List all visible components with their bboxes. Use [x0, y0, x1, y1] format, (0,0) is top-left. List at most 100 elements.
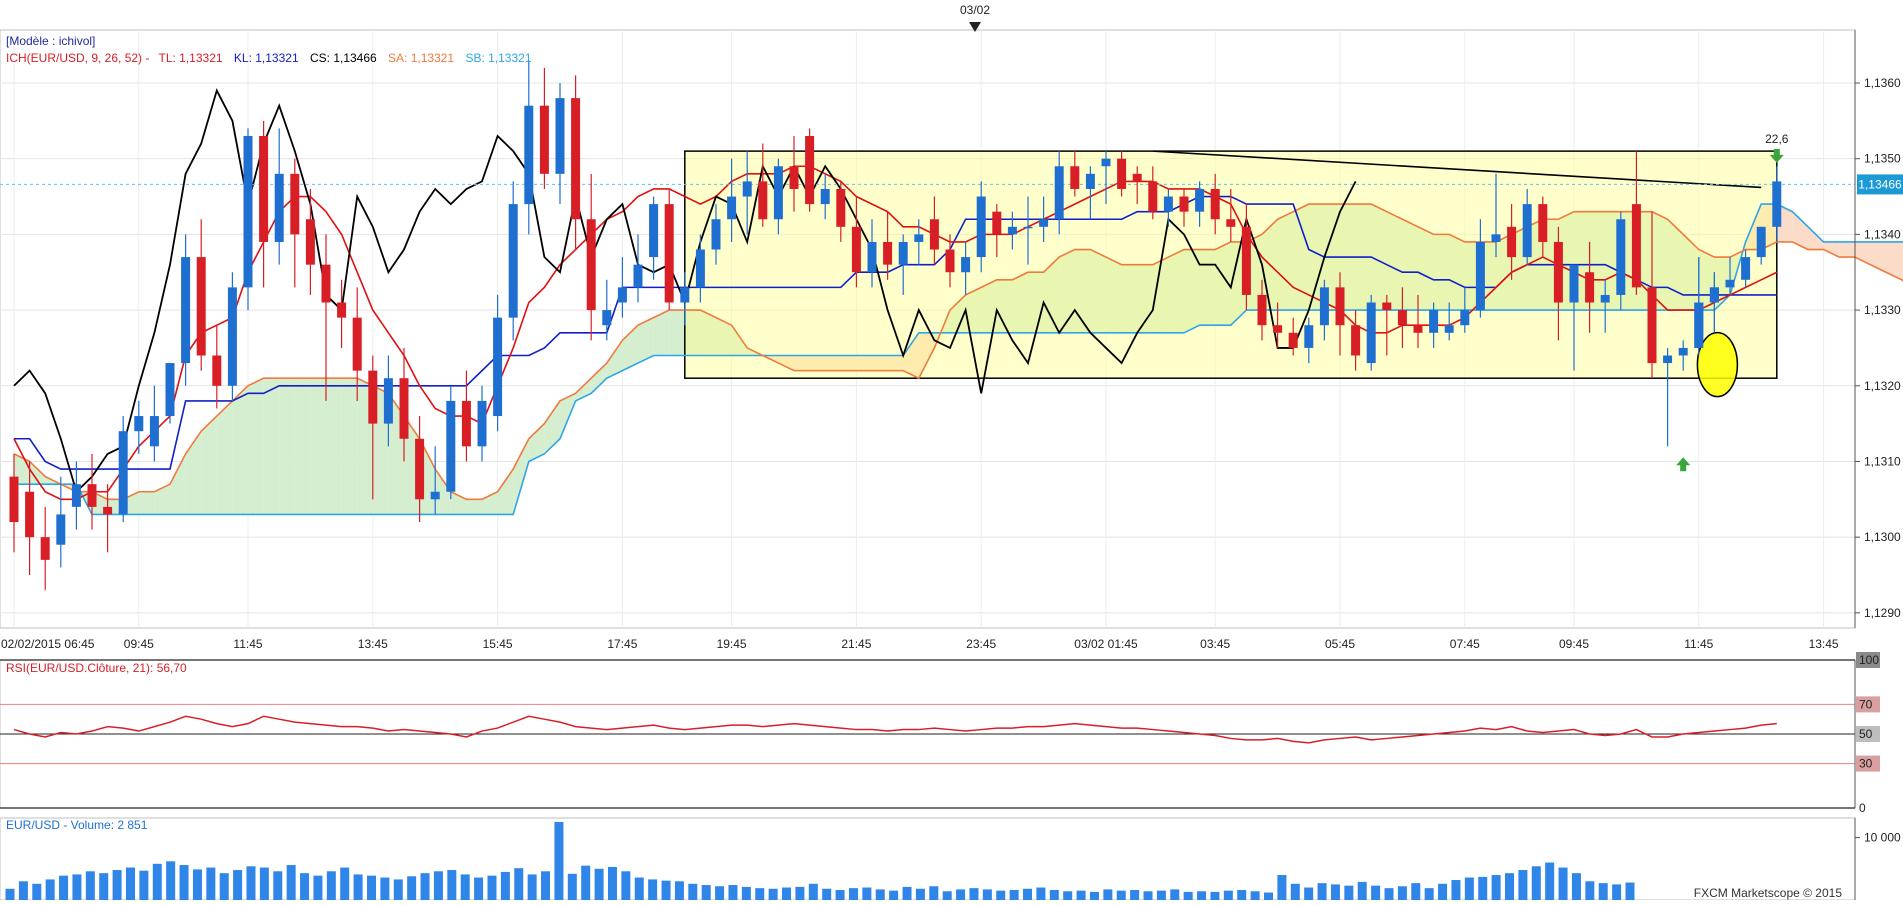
- cloud-segment: [170, 453, 186, 515]
- volume-bar: [822, 888, 832, 900]
- candle: [1007, 211, 1017, 250]
- cloud-segment: [1121, 264, 1138, 333]
- candle: [1195, 181, 1205, 227]
- candle: [134, 400, 144, 454]
- candle-body: [1460, 310, 1470, 326]
- candle-body: [1179, 196, 1189, 212]
- candle: [181, 234, 191, 386]
- candle: [1117, 151, 1127, 197]
- candle-body: [1491, 234, 1501, 242]
- x-tick-label: 09:45: [1559, 637, 1589, 651]
- volume-bar: [1371, 885, 1381, 900]
- volume-legend: EUR/USD - Volume: 2 851: [6, 818, 148, 832]
- candle-body: [25, 491, 35, 538]
- volume-bar: [715, 886, 725, 900]
- volume-bar: [1384, 888, 1394, 900]
- volume-bar: [1531, 866, 1541, 900]
- sa-legend: SA: 1,13321: [388, 51, 454, 65]
- volume-bar: [420, 873, 430, 900]
- candle-body: [976, 196, 986, 258]
- rsi-panel: 100 70 50 30 0: [0, 652, 1880, 816]
- candle: [1647, 211, 1657, 379]
- candle: [383, 355, 393, 447]
- cloud-segment: [731, 325, 748, 356]
- volume-bar: [433, 871, 443, 900]
- candle: [1288, 317, 1298, 356]
- volume-bar: [782, 887, 792, 900]
- candle: [1023, 196, 1033, 265]
- candle-body: [1725, 279, 1735, 288]
- candle-body: [40, 537, 50, 560]
- candle-body: [1585, 272, 1595, 303]
- candle-body: [1007, 226, 1017, 235]
- candle-body: [1023, 226, 1033, 229]
- volume-bar: [1183, 891, 1193, 900]
- x-tick-label: 03/02 01:45: [1074, 637, 1138, 651]
- volume-bar: [795, 886, 805, 900]
- candle-body: [337, 302, 347, 318]
- candle-body: [103, 506, 113, 515]
- cloud-segment: [1870, 241, 1886, 273]
- volume-bar: [1464, 877, 1474, 900]
- candle-body: [1101, 158, 1111, 167]
- candle-body: [1694, 302, 1704, 348]
- candle: [820, 173, 830, 220]
- candle-body: [961, 257, 971, 273]
- candle-body: [1741, 257, 1751, 280]
- cloud-segment: [1074, 249, 1091, 333]
- volume-bar: [99, 873, 109, 900]
- candle: [758, 143, 768, 227]
- volume-bar: [1505, 873, 1515, 900]
- candle-body: [1507, 226, 1517, 258]
- volume-bar: [621, 871, 631, 900]
- candle-body: [571, 98, 581, 220]
- volume-bar: [581, 865, 591, 900]
- model-label: [Modèle : ichivol]: [6, 34, 95, 48]
- candle: [555, 82, 565, 205]
- candle: [368, 355, 378, 500]
- volume-bar: [607, 866, 617, 900]
- volume-bar: [862, 887, 872, 900]
- candle: [836, 181, 846, 242]
- candlesticks: [9, 60, 1782, 591]
- candle: [40, 506, 50, 591]
- y-tick-label: 1,1350: [1864, 152, 1901, 166]
- candle-body: [992, 211, 1002, 235]
- cloud-segment: [606, 340, 623, 379]
- candle-body: [664, 204, 674, 303]
- volume-bar: [259, 867, 269, 900]
- candle: [196, 219, 206, 371]
- candle-body: [649, 204, 659, 258]
- candle-body: [1397, 310, 1407, 326]
- candle-body: [134, 416, 144, 432]
- axes: 1,1360 1,1350 1,1340 1,1330 1,1320 1,1310 1,13…: [1, 30, 1903, 651]
- volume-bar: [313, 875, 323, 900]
- candle: [1569, 264, 1579, 371]
- volume-bar: [1317, 883, 1327, 900]
- volume-bar: [192, 869, 202, 900]
- candle: [711, 204, 721, 265]
- candle: [695, 234, 705, 303]
- cloud-segment: [1090, 249, 1106, 333]
- volume-bar: [1237, 890, 1247, 900]
- volume-bar: [139, 870, 149, 900]
- y-tick-label: 1,1360: [1864, 76, 1901, 90]
- candle: [1631, 151, 1641, 295]
- candle-body: [1475, 241, 1485, 311]
- candle-body: [477, 400, 487, 447]
- candle: [1741, 249, 1751, 288]
- candle-body: [1429, 310, 1439, 333]
- cloud-segment: [1043, 257, 1060, 333]
- candle-body: [727, 196, 737, 220]
- cloud-segment: [326, 378, 342, 515]
- candle: [1085, 166, 1095, 220]
- x-tick-label: 23:45: [966, 637, 996, 651]
- volume-bar: [634, 877, 644, 900]
- volume-bar: [5, 888, 15, 900]
- candle: [1366, 294, 1376, 371]
- volume-bar: [1625, 882, 1635, 900]
- candle: [1725, 257, 1735, 295]
- candle-body: [742, 181, 752, 197]
- candle: [680, 272, 690, 326]
